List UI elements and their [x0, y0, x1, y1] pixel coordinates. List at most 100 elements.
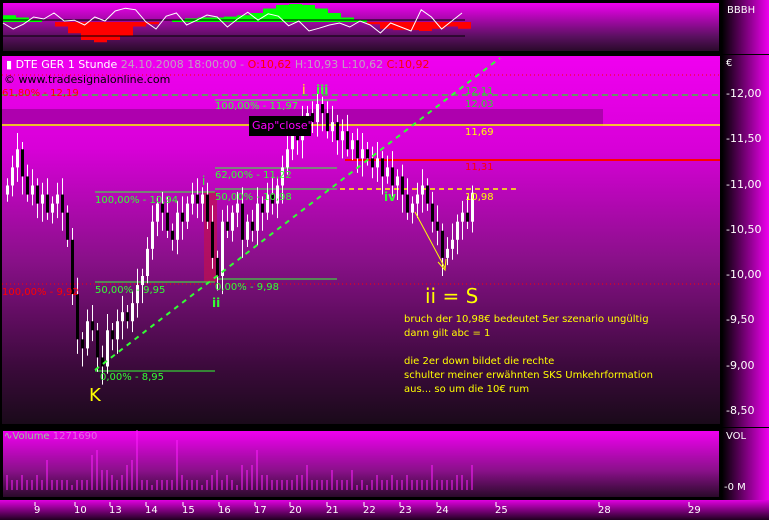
fib-label: 62,00% - 11,22 [215, 170, 292, 181]
oscillator-area [107, 22, 120, 40]
candle-body [376, 158, 379, 168]
oscillator-area [29, 19, 42, 22]
arrow-line [414, 211, 446, 269]
volume-axis-label: VOL [726, 431, 747, 442]
candle-body [21, 149, 24, 177]
ohlc-close: C:10,92 [386, 58, 430, 71]
candle-body [466, 212, 469, 222]
oscillator-area [380, 22, 393, 29]
gap-close-label: Gap"close" [249, 116, 313, 136]
date-tick: 23 [399, 505, 412, 516]
candle-body [31, 185, 34, 195]
price-axis[interactable] [722, 55, 769, 427]
price-tick: -9,00 [726, 358, 755, 372]
ohlc-open: O:10,62 [247, 58, 292, 71]
level-label: 11,31 [465, 162, 494, 173]
candle-body [411, 203, 414, 213]
candle-body [146, 248, 149, 276]
oscillator-area [94, 22, 107, 43]
oscillator-area [146, 22, 159, 25]
volume-axis [722, 428, 769, 500]
fib-label: 100,00% - 10,94 [95, 195, 179, 206]
volume-legend: ∿Volume 1271690 [4, 431, 97, 443]
candle-body [121, 312, 124, 322]
candle-body [236, 203, 239, 213]
oscillator-area [315, 8, 328, 22]
price-tick: -9,50 [726, 313, 755, 327]
price-tick: -11,50 [726, 132, 762, 146]
date-tick: 15 [182, 505, 195, 516]
date-tick: 16 [218, 505, 231, 516]
candle-body [356, 140, 359, 159]
copyright: © www.tradesignalonline.com [4, 73, 171, 86]
wave-label: i [302, 83, 306, 98]
candle-body [91, 321, 94, 331]
candle-body [321, 104, 324, 114]
oscillator-area [172, 19, 185, 22]
arrow-head-icon [437, 258, 447, 272]
wave-label: iii [316, 83, 329, 97]
oscillator-area [328, 13, 341, 22]
price-tick: -12,00 [726, 87, 762, 100]
oscillator-area [263, 8, 276, 22]
candle-body [206, 194, 209, 222]
candle-body [136, 285, 139, 304]
candle-body [331, 122, 334, 132]
candle-body [101, 357, 104, 367]
candle-body [451, 239, 454, 249]
date-tick: 24 [436, 505, 449, 516]
oscillator-axis [722, 0, 769, 54]
candle-body [231, 212, 234, 231]
wave-label: i [202, 174, 206, 188]
candle-body [441, 230, 444, 258]
note-line: aus... so um die 10€ rum [404, 384, 530, 395]
analysis-note: bruch der 10,98€ bedeutet 5er szenario u… [404, 313, 653, 397]
candle-body [176, 212, 179, 240]
volume-zero-label: 0 M [727, 482, 746, 493]
candle-body [96, 330, 99, 358]
candle-body [281, 167, 284, 186]
candle-body [436, 221, 439, 231]
candle-body [181, 212, 184, 222]
candle-body [81, 339, 84, 349]
fib-label: 0,00% - 9,98 [215, 282, 279, 293]
candle-body [46, 194, 49, 213]
fib-label: 0,00% - 8,95 [100, 372, 164, 383]
oscillator-area [406, 22, 419, 31]
candle-body [6, 185, 9, 195]
date-tick: 10 [74, 505, 87, 516]
candle-body [216, 257, 219, 276]
candle-body [11, 167, 14, 186]
level-label: 12,03 [465, 99, 494, 110]
date-tick: 28 [598, 505, 611, 516]
oscillator-area [237, 15, 250, 22]
date-axis [0, 500, 769, 520]
candle-icon: ▮ [6, 58, 13, 71]
oscillator-area [276, 4, 289, 23]
candle-body [421, 185, 424, 195]
fib-label: 50,00% - 10,98 [215, 192, 292, 203]
fib-label: 50,00% - 9,95 [95, 285, 166, 296]
price-tick: -10,50 [726, 222, 762, 236]
candle-body [341, 131, 344, 141]
pink-zone [204, 192, 217, 282]
oscillator-area [445, 22, 458, 27]
candle-body [286, 149, 289, 168]
candle-body [16, 149, 19, 168]
candle-body [131, 303, 134, 322]
oscillator-area [68, 22, 81, 34]
candle-body [116, 321, 119, 340]
candle-body [431, 203, 434, 222]
candle-body [266, 194, 269, 213]
candle-body [326, 113, 329, 132]
fib-label: 100,00% - 9,92 [2, 287, 79, 298]
candle-body [56, 194, 59, 204]
candle-body [291, 131, 294, 150]
candle-body [66, 212, 69, 240]
candle-body [41, 194, 44, 204]
note-line: die 2er down bildet die rechte [404, 356, 555, 367]
level-label: 10,98 [465, 192, 494, 203]
candle-body [161, 203, 164, 213]
candle-body [126, 312, 129, 322]
candle-body [201, 194, 204, 204]
